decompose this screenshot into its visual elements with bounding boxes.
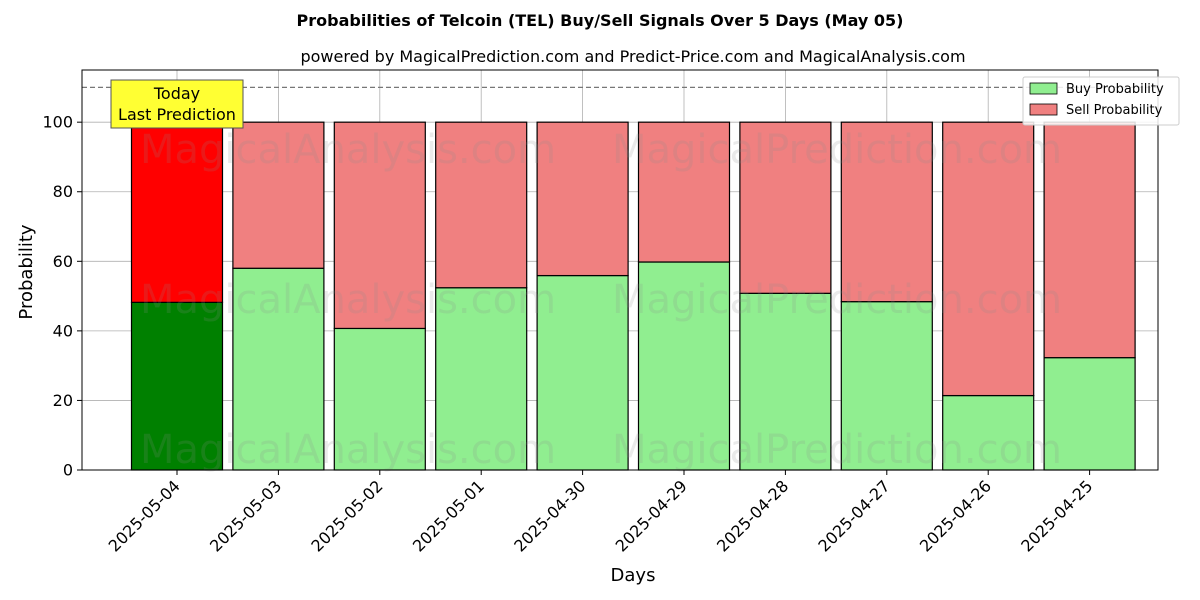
y-tick-label: 0 [63, 461, 73, 480]
x-tick-label: 2025-05-04 [105, 476, 184, 555]
bars [130, 121, 1136, 471]
x-tick-label: 2025-04-27 [814, 476, 893, 555]
legend-label-buy: Buy Probability [1066, 82, 1164, 97]
bar-sell [942, 121, 1035, 397]
y-axis: 0 20 40 60 80 100 [42, 113, 82, 480]
x-tick-label: 2025-04-29 [612, 476, 691, 555]
y-tick-label: 20 [53, 391, 73, 410]
y-tick-label: 60 [53, 252, 73, 271]
legend: Buy Probability Sell Probability [1022, 76, 1180, 126]
y-tick-label: 80 [53, 182, 73, 201]
bar-sell [130, 121, 224, 303]
bar-buy [130, 301, 224, 471]
x-tick-label: 2025-05-03 [206, 476, 285, 555]
annotation-background [110, 79, 244, 129]
x-tick-label: 2025-04-25 [1017, 476, 1096, 555]
bar-sell [840, 121, 933, 303]
bar-buy [435, 287, 528, 471]
legend-swatch-sell [1029, 103, 1058, 116]
x-axis-label: Days [611, 565, 656, 586]
x-tick-label: 2025-05-01 [409, 476, 488, 555]
annotation-line-1: Today [153, 84, 200, 103]
x-tick-label: 2025-04-30 [510, 476, 589, 555]
watermark-text: MagicalPrediction.com [612, 127, 1062, 173]
y-tick-label: 100 [42, 113, 73, 132]
x-tick-label: 2025-04-28 [713, 476, 792, 555]
chart-title: Probabilities of Telcoin (TEL) Buy/Sell … [297, 11, 904, 30]
x-tick-label: 2025-04-26 [916, 476, 995, 555]
legend-label-sell: Sell Probability [1066, 103, 1163, 118]
bar-sell [637, 121, 731, 263]
bar-buy [942, 394, 1035, 471]
bar-sell [1043, 121, 1136, 359]
bar-sell [739, 121, 832, 294]
watermarks: MagicalAnalysis.com MagicalPrediction.com… [140, 127, 1062, 473]
bar-buy [1043, 357, 1136, 471]
bar-buy [739, 292, 832, 471]
plot-frame [81, 69, 1159, 471]
y-tick-label: 40 [53, 321, 73, 340]
legend-swatch-buy [1029, 82, 1058, 95]
watermark-text: MagicalAnalysis.com [140, 427, 556, 473]
watermark-text: MagicalPrediction.com [612, 277, 1062, 323]
bar-buy [333, 327, 426, 471]
annotation-box: Today Last Prediction [110, 79, 244, 129]
annotation-line-2: Last Prediction [118, 105, 236, 124]
bar-buy [840, 301, 933, 471]
chart-subtitle: powered by MagicalPrediction.com and Pre… [300, 47, 965, 66]
x-axis: 2025-05-04 2025-05-03 2025-05-02 2025-05-01… [105, 470, 1096, 556]
x-tick-label: 2025-05-02 [307, 476, 386, 555]
legend-frame [1022, 76, 1180, 126]
bar-buy [536, 274, 629, 471]
bar-sell [232, 121, 325, 269]
watermark-text: MagicalAnalysis.com [140, 277, 556, 323]
watermark-text: MagicalPrediction.com [612, 427, 1062, 473]
y-axis-label: Probability [16, 224, 37, 319]
bar-buy [637, 261, 731, 471]
bar-sell [333, 121, 426, 330]
bar-sell [536, 121, 629, 277]
bar-sell [435, 121, 528, 289]
watermark-text: MagicalAnalysis.com [140, 127, 556, 173]
